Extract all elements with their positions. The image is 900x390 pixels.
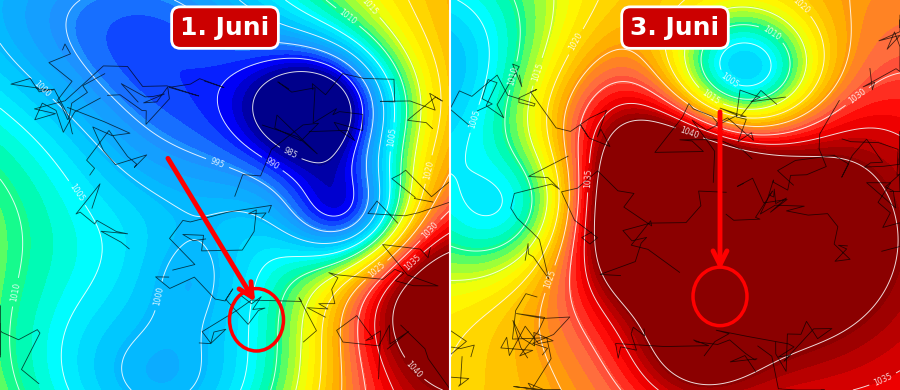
Text: 1010: 1010 <box>761 24 783 42</box>
Text: 1030: 1030 <box>847 87 868 106</box>
Text: 1010: 1010 <box>9 282 22 303</box>
Text: 1. Juni: 1. Juni <box>180 16 270 40</box>
Text: 1015: 1015 <box>700 88 721 106</box>
Text: 995: 995 <box>209 156 226 170</box>
Text: 1005: 1005 <box>68 183 86 204</box>
Text: 990: 990 <box>264 156 281 172</box>
Text: 1035: 1035 <box>402 252 423 272</box>
Text: 3. Juni: 3. Juni <box>630 16 720 40</box>
Text: 1020: 1020 <box>567 31 585 52</box>
Text: 1020: 1020 <box>422 159 436 180</box>
Text: 1035: 1035 <box>583 168 593 188</box>
Text: 1010: 1010 <box>338 7 358 27</box>
Text: 1010: 1010 <box>507 65 520 86</box>
Text: 1000: 1000 <box>32 79 52 99</box>
Text: 1025: 1025 <box>543 269 557 290</box>
Text: 1030: 1030 <box>420 220 440 240</box>
Text: 1020: 1020 <box>790 0 811 16</box>
Text: 1025: 1025 <box>366 260 387 280</box>
Text: 1015: 1015 <box>530 61 544 82</box>
Text: 1005: 1005 <box>386 127 398 147</box>
Text: 1040: 1040 <box>679 125 700 140</box>
Text: 1005: 1005 <box>720 72 741 90</box>
Text: 985: 985 <box>282 146 299 161</box>
Text: 1005: 1005 <box>467 108 482 129</box>
Text: 1000: 1000 <box>152 285 165 307</box>
Text: 1015: 1015 <box>360 0 380 17</box>
Text: 1035: 1035 <box>872 372 894 388</box>
Text: 1040: 1040 <box>404 359 424 379</box>
